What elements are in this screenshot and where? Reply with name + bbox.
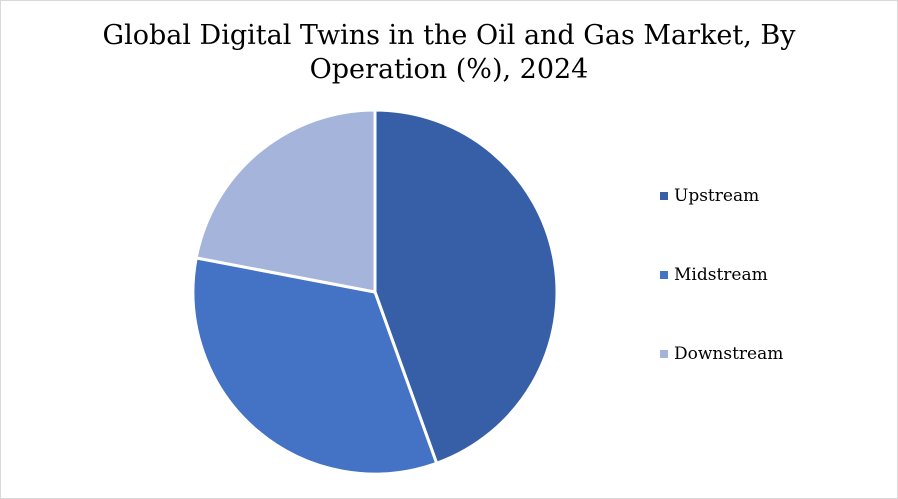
chart-title-line-1: Global Digital Twins in the Oil and Gas …	[102, 20, 796, 51]
legend-item-downstream: Downstream	[660, 342, 783, 366]
legend-label-midstream: Midstream	[674, 265, 768, 285]
legend-swatch-downstream	[660, 350, 668, 358]
pie-slice-upstream	[373, 108, 559, 465]
chart-title: Global Digital Twins in the Oil and Gas …	[1, 19, 897, 87]
legend-label-downstream: Downstream	[674, 344, 784, 364]
legend-swatch-upstream	[660, 192, 668, 200]
legend-label-upstream: Upstream	[674, 186, 760, 206]
pie-slice-midstream	[191, 256, 439, 476]
chart-legend: Upstream Midstream Downstream	[660, 184, 783, 421]
legend-item-midstream: Midstream	[660, 263, 783, 287]
legend-item-upstream: Upstream	[660, 184, 783, 208]
legend-swatch-midstream	[660, 271, 668, 279]
chart-title-line-2: Operation (%), 2024	[309, 54, 589, 85]
pie-slice-downstream	[194, 108, 377, 294]
